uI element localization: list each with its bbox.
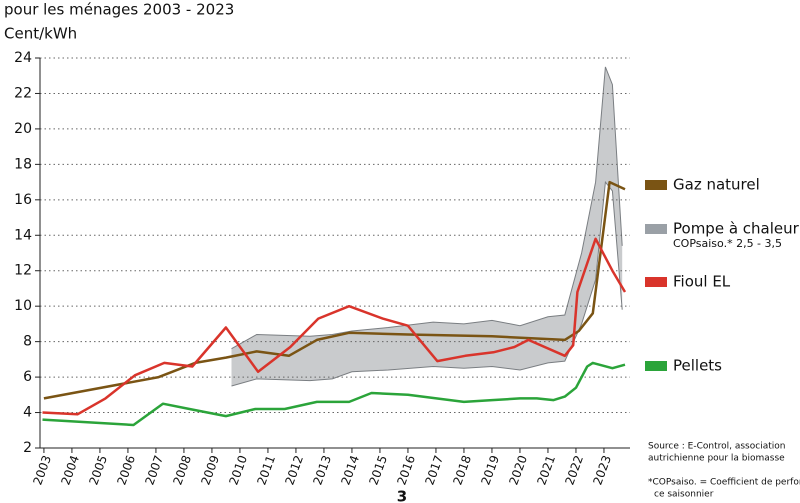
band-upper [231, 66, 623, 350]
y-tick-label: 2 [23, 440, 32, 456]
x-tick-label: 2018 [450, 453, 474, 486]
line-layer [42, 180, 627, 427]
x-tick-label: 2015 [366, 453, 390, 486]
legend-label: Pompe à chaleur [673, 220, 800, 238]
legend-sublabel: COPsaiso.* 2,5 - 3,5 [673, 237, 782, 250]
page-number: 3 [397, 488, 407, 503]
x-tick-label: 2008 [170, 453, 194, 486]
chart-title: pour les ménages 2003 - 2023 [4, 1, 234, 19]
line [43, 180, 626, 400]
legend-label: Fioul EL [673, 273, 731, 291]
y-tick-label: 12 [14, 263, 32, 279]
x-tick-label: 2021 [534, 453, 558, 486]
line [42, 361, 626, 427]
x-tick-label: 2003 [30, 453, 54, 486]
y-tick-label: 8 [23, 334, 32, 350]
band-layer [231, 66, 623, 387]
x-tick-label: 2022 [562, 453, 586, 486]
legend-label: Pellets [673, 357, 722, 375]
line [42, 237, 627, 416]
y-tick-label: 22 [14, 85, 32, 101]
x-tick-label: 2011 [254, 453, 278, 486]
y-tick-label: 6 [23, 369, 32, 385]
x-tick-label: 2014 [338, 453, 362, 486]
footnote: ce saisonnier [654, 490, 714, 500]
grid-layer [40, 57, 630, 449]
source: Source : E-Control, association [648, 442, 785, 452]
x-tick-label: 2009 [198, 453, 222, 486]
x-tick-label: 2006 [114, 453, 138, 486]
y-tick-label: 20 [14, 121, 32, 137]
y-tick-label: 24 [14, 50, 32, 66]
x-tick-label: 2010 [226, 453, 250, 486]
x-tick-label: 2004 [58, 453, 82, 486]
legend-label: Gaz naturel [673, 176, 760, 194]
y-tick-label: 10 [14, 298, 32, 314]
legend-swatch [645, 224, 667, 234]
y-tick-label: 4 [23, 405, 32, 421]
source: autrichienne pour la biomasse [648, 454, 785, 464]
y-tick-label: 14 [14, 227, 32, 243]
y-tick-label: 18 [14, 156, 32, 172]
x-tick-label: 2012 [282, 453, 306, 486]
x-tick-label: 2023 [590, 453, 614, 486]
legend-swatch [645, 277, 667, 287]
x-tick-label: 2005 [86, 453, 110, 486]
x-tick-label: 2013 [310, 453, 334, 486]
legend-swatch [645, 361, 667, 371]
band-area [231, 66, 623, 387]
x-tick-label: 2019 [478, 453, 502, 486]
y-axis-label: Cent/kWh [4, 25, 77, 43]
x-tick-label: 2020 [506, 453, 530, 486]
legend-swatch [645, 180, 667, 190]
footnote: *COPsaiso. = Coefficient de performan- [648, 478, 800, 488]
x-tick-label: 2016 [394, 453, 418, 486]
x-tick-label: 2007 [142, 453, 166, 486]
y-tick-label: 16 [14, 192, 32, 208]
x-tick-label: 2017 [422, 453, 446, 486]
